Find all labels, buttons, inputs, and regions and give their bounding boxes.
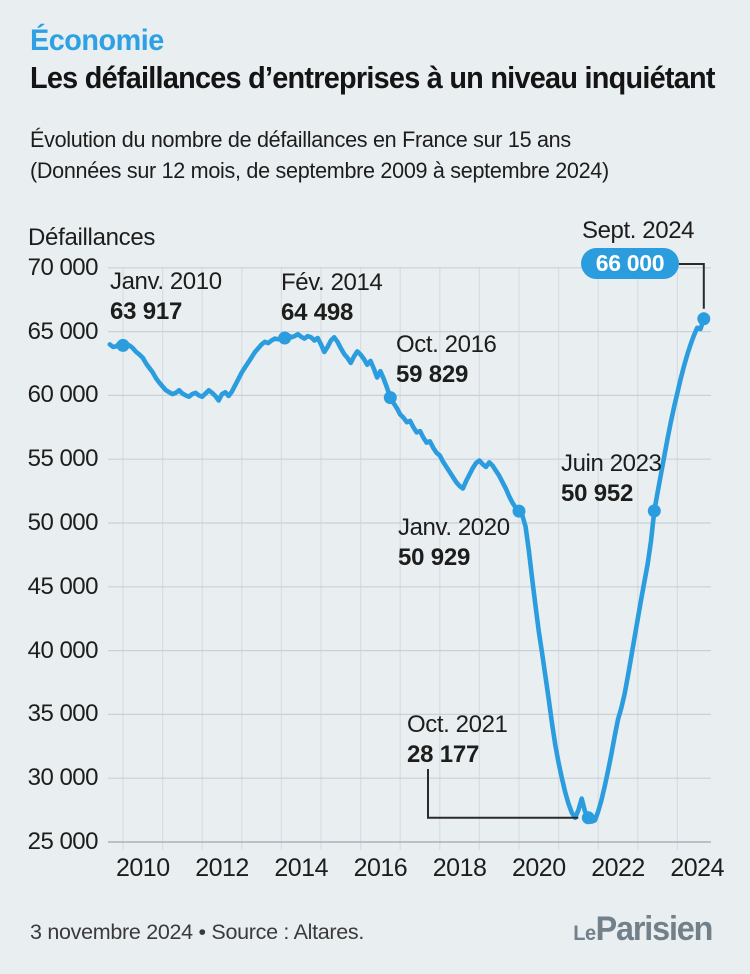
le-parisien-logo: LeParisien xyxy=(573,910,713,949)
page-title: Les défaillances d’entreprises à un nive… xyxy=(30,60,715,95)
annotation-date: Fév. 2014 xyxy=(281,269,383,296)
annotation-date: Oct. 2016 xyxy=(396,331,497,358)
annotation-janv-2010: Janv. 2010 63 917 xyxy=(110,267,222,327)
annotation-value: 63 917 xyxy=(110,298,183,325)
y-axis-unit-label: Défaillances xyxy=(28,224,156,251)
x-axis-tick: 2014 xyxy=(274,854,328,882)
x-axis-tick: 2022 xyxy=(591,854,645,882)
y-axis-tick: 30 000 xyxy=(27,764,99,792)
x-axis-tick: 2012 xyxy=(195,854,249,882)
y-axis-tick: 50 000 xyxy=(27,509,99,536)
subtitle-line-1: Évolution du nombre de défaillances en F… xyxy=(30,127,571,152)
annotation-sept-2024-badge: 66 000 xyxy=(581,248,679,279)
logo-parisien: Parisien xyxy=(595,910,713,948)
annotation-date: Oct. 2021 xyxy=(407,711,508,738)
x-axis-tick: 2016 xyxy=(353,854,408,882)
annotation-oct-2021: Oct. 2021 28 177 xyxy=(407,710,508,770)
annotation-oct-2016: Oct. 2016 59 829 xyxy=(396,330,497,390)
annotation-value: 50 952 xyxy=(561,480,634,507)
subtitle-line-2: (Données sur 12 mois, de septembre 2009 … xyxy=(30,158,609,183)
y-axis-tick: 40 000 xyxy=(27,636,99,664)
annotation-date: Juin 2023 xyxy=(561,450,662,477)
annotation-value: 50 929 xyxy=(398,544,471,571)
annotation-value: 28 177 xyxy=(407,741,480,768)
y-axis-tick: 70 000 xyxy=(27,253,99,281)
kicker: Économie xyxy=(30,24,164,57)
y-axis-tick: 60 000 xyxy=(27,381,99,409)
annotation-fev-2014: Fév. 2014 64 498 xyxy=(281,268,383,328)
x-axis-tick: 2024 xyxy=(670,854,724,882)
annotation-date: Janv. 2010 xyxy=(110,268,222,295)
annotation-value: 59 829 xyxy=(396,361,469,388)
chart-subtitle: Évolution du nombre de défaillances en F… xyxy=(30,124,609,186)
x-axis-tick: 2018 xyxy=(432,854,487,882)
annotation-date: Janv. 2020 xyxy=(398,514,510,541)
y-axis-tick: 25 000 xyxy=(27,828,99,855)
y-axis-tick: 35 000 xyxy=(27,700,99,728)
y-axis-tick: 65 000 xyxy=(27,317,99,345)
x-axis-tick: 2010 xyxy=(115,854,170,882)
y-axis-tick: 45 000 xyxy=(27,572,99,600)
annotation-sept-2024-date: Sept. 2024 xyxy=(582,217,695,244)
logo-le: Le xyxy=(573,922,596,945)
annotation-janv-2020: Janv. 2020 50 929 xyxy=(398,513,510,573)
y-axis-tick: 55 000 xyxy=(27,445,99,473)
annotation-value: 64 498 xyxy=(281,299,354,326)
annotation-juin-2023: Juin 2023 50 952 xyxy=(561,449,662,509)
source-note: 3 novembre 2024 • Source : Altares. xyxy=(30,920,365,944)
x-axis-tick: 2020 xyxy=(511,854,566,882)
